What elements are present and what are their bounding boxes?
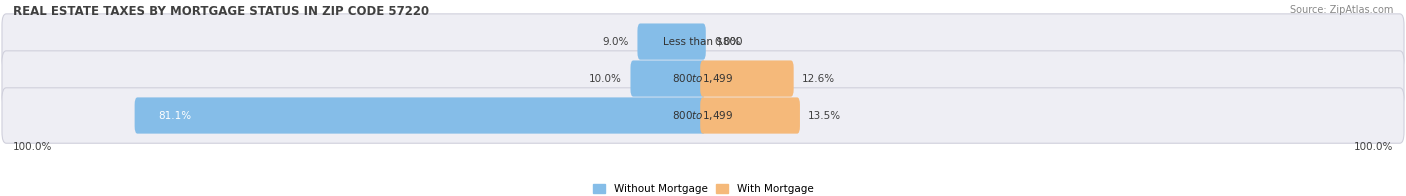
- FancyBboxPatch shape: [630, 60, 706, 97]
- FancyBboxPatch shape: [1, 88, 1405, 143]
- FancyBboxPatch shape: [1, 51, 1405, 106]
- Text: 10.0%: 10.0%: [589, 74, 621, 83]
- Legend: Without Mortgage, With Mortgage: Without Mortgage, With Mortgage: [593, 184, 813, 194]
- Text: Less than $800: Less than $800: [664, 37, 742, 47]
- FancyBboxPatch shape: [700, 60, 793, 97]
- FancyBboxPatch shape: [637, 24, 706, 60]
- Text: 13.5%: 13.5%: [808, 111, 841, 121]
- Text: 12.6%: 12.6%: [801, 74, 835, 83]
- Text: 0.0%: 0.0%: [714, 37, 741, 47]
- FancyBboxPatch shape: [135, 97, 706, 134]
- Text: REAL ESTATE TAXES BY MORTGAGE STATUS IN ZIP CODE 57220: REAL ESTATE TAXES BY MORTGAGE STATUS IN …: [13, 5, 429, 18]
- Text: 100.0%: 100.0%: [13, 142, 52, 152]
- Text: 9.0%: 9.0%: [603, 37, 628, 47]
- FancyBboxPatch shape: [700, 97, 800, 134]
- FancyBboxPatch shape: [1, 14, 1405, 69]
- Text: $800 to $1,499: $800 to $1,499: [672, 109, 734, 122]
- Text: 81.1%: 81.1%: [159, 111, 191, 121]
- Text: 100.0%: 100.0%: [1354, 142, 1393, 152]
- Text: Source: ZipAtlas.com: Source: ZipAtlas.com: [1291, 5, 1393, 15]
- Text: $800 to $1,499: $800 to $1,499: [672, 72, 734, 85]
